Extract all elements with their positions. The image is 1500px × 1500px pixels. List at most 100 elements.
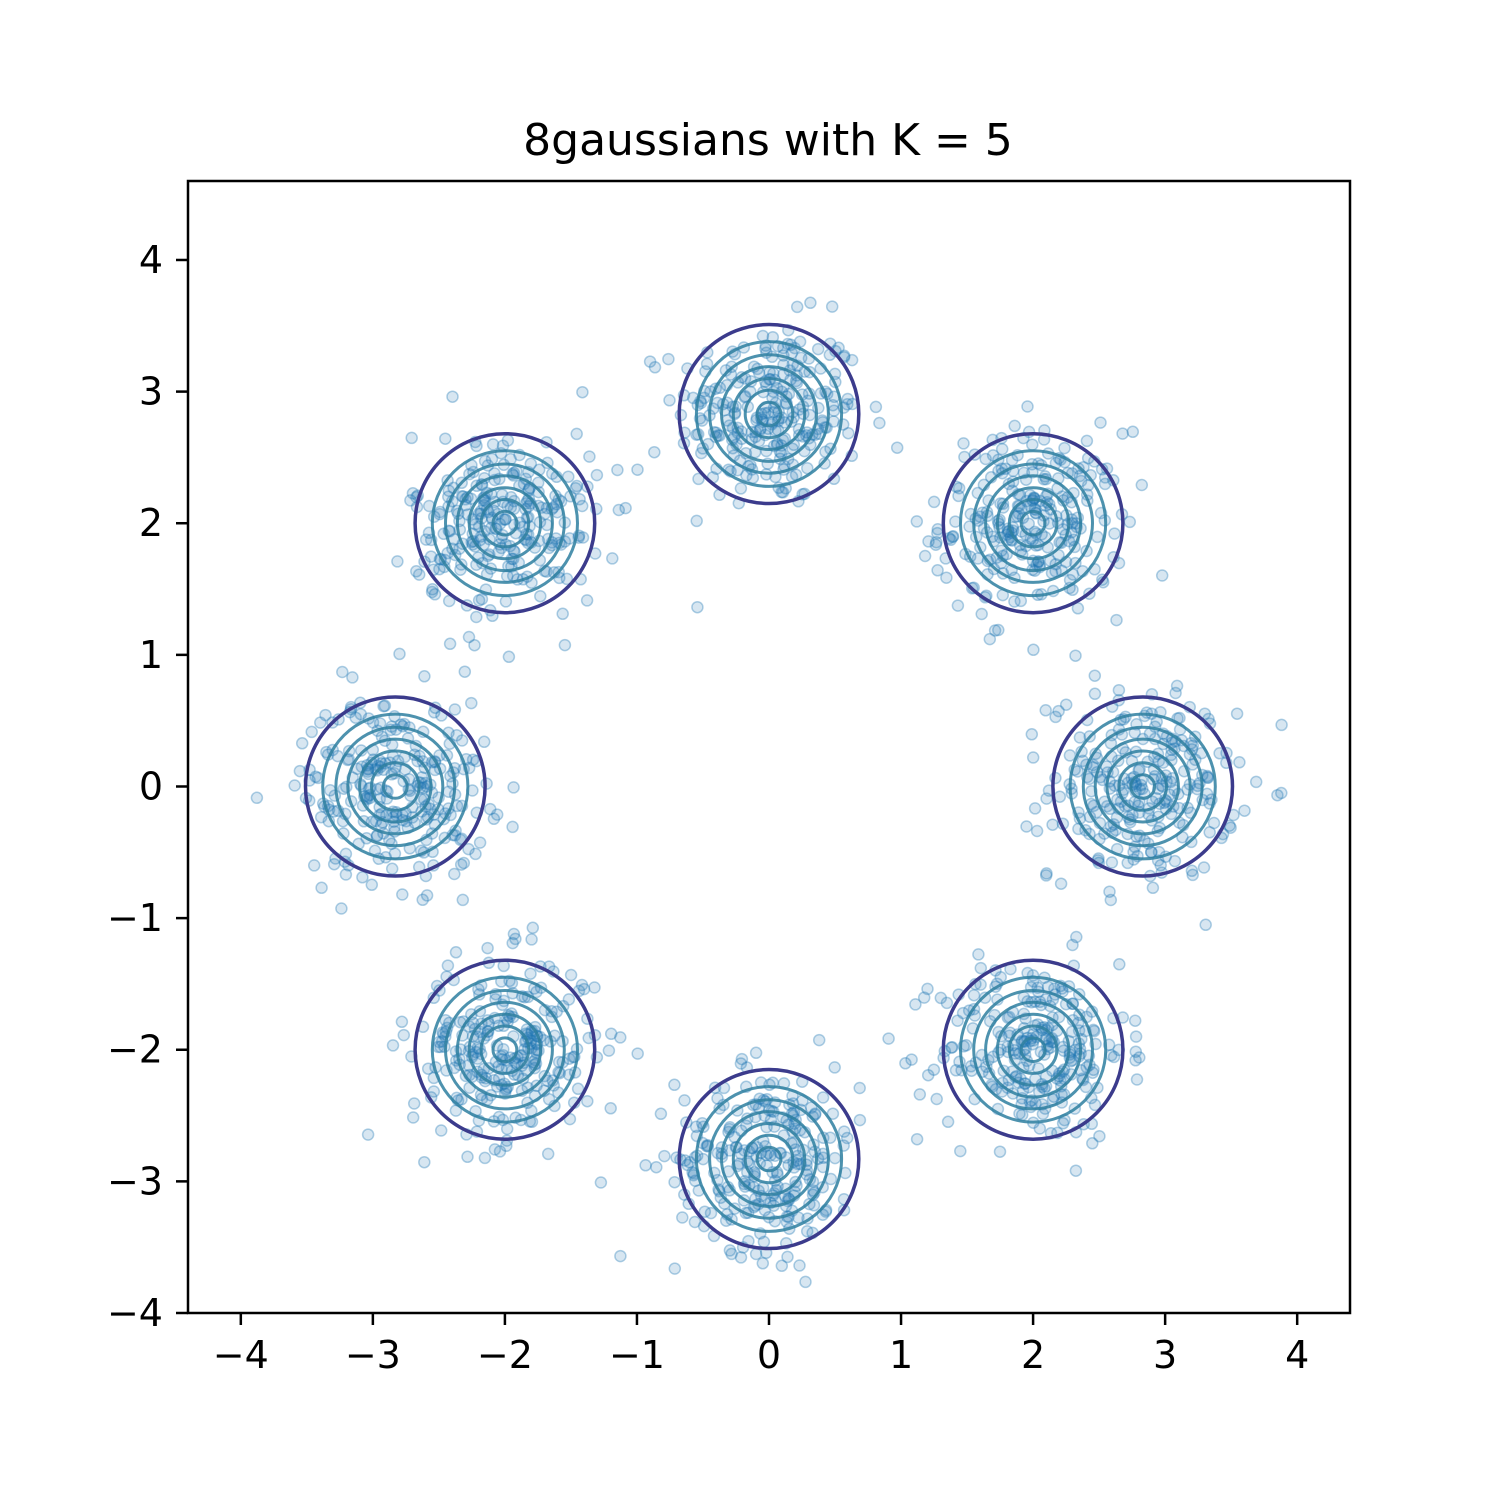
- scatter-point: [1040, 867, 1053, 880]
- scatter-point: [356, 871, 369, 884]
- scatter-point: [804, 296, 817, 310]
- scatter-point: [1129, 1045, 1143, 1058]
- scatter-point: [806, 1110, 820, 1123]
- scatter-point: [493, 517, 507, 531]
- contour-line: [381, 773, 409, 800]
- scatter-point: [580, 594, 594, 607]
- scatter-point: [448, 703, 462, 716]
- scatter-point: [448, 867, 461, 881]
- scatter-point: [1059, 698, 1073, 711]
- contour-line: [1105, 749, 1180, 824]
- scatter-point: [619, 501, 632, 515]
- scatter-point: [799, 1275, 812, 1289]
- scatter-point: [1107, 1050, 1121, 1064]
- scatter-point: [921, 1068, 935, 1082]
- scatter-point: [957, 437, 970, 450]
- scatter-point: [689, 1120, 703, 1134]
- contour-line: [413, 431, 597, 615]
- scatter-point: [497, 1042, 510, 1056]
- scatter-point: [1088, 687, 1102, 701]
- scatter-point: [853, 1081, 866, 1095]
- scatter-point: [1224, 821, 1237, 834]
- scatter-point: [406, 487, 420, 500]
- scatter-point: [606, 552, 619, 565]
- scatter-point: [590, 468, 604, 482]
- scatter-point: [314, 716, 327, 729]
- scatter-point: [1249, 775, 1263, 789]
- scatter-point: [934, 991, 948, 1005]
- scatter-point: [1199, 918, 1212, 932]
- scatter-point: [314, 810, 328, 824]
- scatter-point: [890, 441, 904, 454]
- scatter-point: [1133, 782, 1147, 796]
- contour-line: [455, 1000, 554, 1099]
- scatter-point: [643, 355, 657, 368]
- scatter-point: [604, 1102, 617, 1115]
- contour-line: [444, 988, 566, 1111]
- scatter-point: [952, 481, 966, 495]
- y-tick-label: 2: [139, 501, 163, 545]
- scatter-point: [478, 1151, 492, 1165]
- scatter-point: [493, 1145, 507, 1158]
- scatter-point: [841, 398, 854, 411]
- scatter-point: [1116, 427, 1129, 440]
- scatter-point: [612, 503, 626, 517]
- scatter-point: [564, 968, 578, 982]
- scatter-point: [428, 588, 442, 601]
- scatter-point: [639, 1159, 652, 1172]
- scatter-point: [910, 515, 924, 528]
- scatter-point: [1103, 885, 1116, 898]
- contour-line: [413, 958, 597, 1141]
- contour-line: [959, 449, 1108, 598]
- contour-group-left: [303, 695, 487, 878]
- scatter-point: [456, 893, 470, 907]
- scatter-point: [1022, 517, 1035, 530]
- scatter-point: [562, 470, 575, 483]
- contour-line: [303, 695, 487, 878]
- scatter-point: [507, 781, 520, 794]
- scatter-point: [434, 1124, 448, 1137]
- scatter-point: [734, 482, 748, 495]
- scatter-point: [488, 1143, 502, 1156]
- scatter-point: [758, 406, 772, 420]
- scatter-point: [1184, 737, 1198, 750]
- scatter-point: [845, 353, 859, 367]
- scatter-point: [614, 1031, 627, 1044]
- scatter-point: [775, 485, 788, 499]
- scatter-point: [1105, 856, 1119, 869]
- scatter-point: [972, 948, 985, 961]
- scatter-point: [1140, 706, 1154, 719]
- scatter-point: [1020, 820, 1033, 833]
- scatter-point: [461, 1150, 474, 1164]
- scatter-point: [532, 1044, 545, 1057]
- x-tick-label: −3: [345, 1333, 401, 1377]
- scatter-point: [749, 1046, 763, 1060]
- scatter-point: [711, 1092, 724, 1105]
- scatter-point: [483, 802, 497, 816]
- scatter-point: [1014, 594, 1028, 608]
- scatter-point: [1070, 930, 1083, 944]
- scatter-point: [1033, 1122, 1047, 1135]
- scatter-point: [466, 1016, 480, 1030]
- x-tick-label: 0: [757, 1333, 781, 1377]
- contour-line: [694, 340, 844, 488]
- contour-line: [941, 431, 1125, 615]
- scatter-point: [930, 535, 943, 549]
- scatter-point: [760, 444, 773, 458]
- scatter-point: [1058, 441, 1071, 455]
- scatter-point: [1021, 400, 1034, 413]
- scatter-point: [1133, 1051, 1146, 1064]
- scatter-point: [756, 1257, 770, 1270]
- scatter-point: [396, 888, 409, 901]
- scatter-point: [764, 1148, 777, 1162]
- scatter-point: [692, 472, 705, 486]
- scatter-point: [983, 632, 997, 646]
- x-axis-ticks: −4 −3 −2 −1 0 1 2 3 4: [213, 1313, 1309, 1377]
- scatter-point: [395, 1015, 409, 1029]
- scatter-point: [288, 779, 301, 792]
- contour-line: [321, 712, 470, 861]
- scatter-point: [1069, 1164, 1083, 1177]
- scatter-point: [526, 921, 540, 935]
- scatter-point: [654, 1107, 668, 1121]
- scatter-point: [487, 812, 501, 826]
